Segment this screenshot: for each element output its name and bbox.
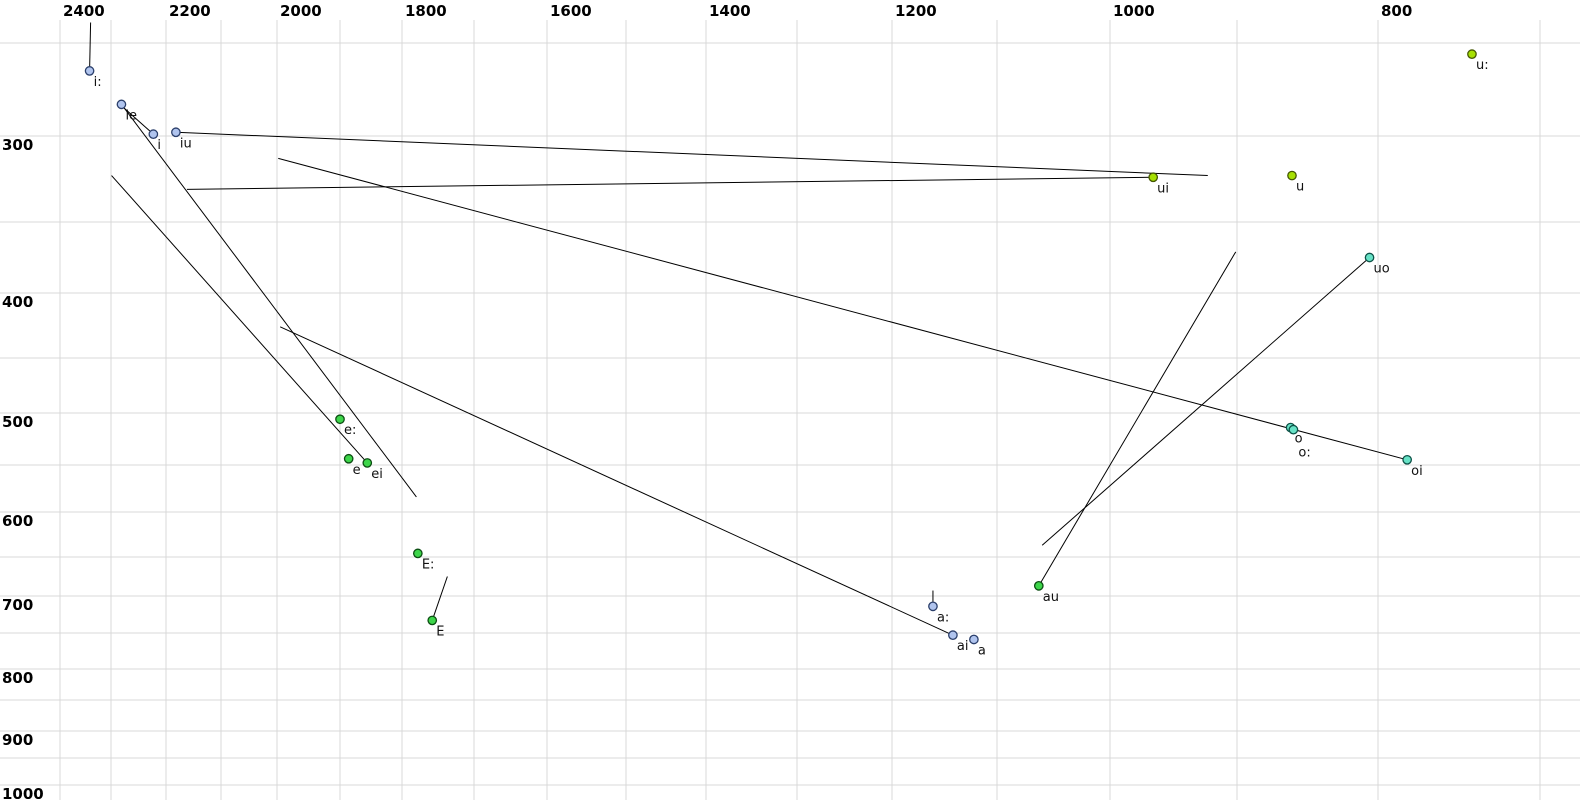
vowel-label-ui: ui (1157, 181, 1169, 196)
y-tick-label-1000: 1000 (2, 785, 44, 800)
trajectory-ai (279, 326, 954, 636)
vowel-point-ei (362, 458, 373, 468)
vowel-point-oi (1402, 454, 1413, 465)
vowel-point-ie (116, 99, 127, 110)
x-tick-label-1600: 1600 (550, 2, 592, 20)
x-tick-label-2400: 2400 (63, 2, 105, 20)
vowel-point-u (1287, 170, 1297, 181)
vowel-point-u: (1467, 49, 1477, 60)
y-tick-label-500: 500 (2, 413, 33, 431)
y-tick-label-400: 400 (2, 293, 33, 311)
vowel-point-a (969, 634, 979, 645)
vowel-point-e (343, 453, 354, 464)
vowel-point-ai (948, 630, 958, 641)
vowel-point-au (1033, 581, 1044, 591)
vowel-label-ai: ai (957, 639, 969, 654)
vowel-point-E: (412, 548, 423, 559)
vowel-label-oi: oi (1411, 464, 1423, 479)
vowel-label-u:: u: (1476, 58, 1489, 73)
vowel-point-e: (335, 414, 345, 425)
vowel-label-o:: o: (1298, 446, 1310, 461)
trajectory-ie (121, 104, 417, 498)
vowel-label-ie: ie (125, 108, 137, 123)
vowel-point-i (148, 129, 159, 139)
trajectory-i (121, 105, 154, 135)
vowel-label-a:: a: (937, 610, 949, 625)
y-tick-label-800: 800 (2, 669, 33, 687)
vowel-point-o: (1288, 424, 1299, 435)
vowel-label-i:: i: (94, 75, 102, 90)
x-tick-label-1400: 1400 (709, 2, 751, 20)
vowel-point-a: (928, 601, 938, 612)
vowel-label-uo: uo (1374, 262, 1390, 277)
y-tick-label-700: 700 (2, 596, 33, 614)
x-tick-label-1000: 1000 (1113, 2, 1155, 20)
vowel-label-iu: iu (180, 136, 192, 151)
x-tick-label-1800: 1800 (405, 2, 447, 20)
vowel-point-ui (1148, 172, 1159, 183)
trajectory-ei (111, 175, 368, 464)
vowel-label-E:: E: (422, 557, 435, 572)
trajectory-uo (1041, 257, 1370, 546)
vowel-point-i: (84, 66, 95, 76)
vowel-label-au: au (1043, 590, 1059, 605)
x-tick-label-2000: 2000 (280, 2, 322, 20)
y-tick-label-600: 600 (2, 512, 33, 530)
x-tick-label-800: 800 (1381, 2, 1412, 20)
vowel-label-ei: ei (371, 467, 383, 482)
vowel-label-e:: e: (344, 423, 356, 438)
x-tick-label-1200: 1200 (895, 2, 937, 20)
trajectory-ui (186, 176, 1154, 190)
vowel-label-E: E (436, 624, 444, 639)
vowel-point-uo (1364, 252, 1375, 263)
vowel-point-E (427, 615, 438, 626)
vowel-label-a: a (978, 643, 986, 658)
y-tick-label-300: 300 (2, 136, 33, 154)
trajectory-oi (278, 157, 1408, 461)
vowel-point-iu (171, 127, 181, 138)
trajectory-E (431, 576, 448, 621)
vowel-label-e: e (353, 463, 361, 478)
trajectory-iu (175, 131, 1208, 177)
vowel-label-u: u (1296, 180, 1304, 195)
trajectory-au (1038, 251, 1237, 587)
y-tick-label-900: 900 (2, 731, 33, 749)
vowel-label-o: o (1295, 432, 1303, 447)
x-tick-label-2200: 2200 (169, 2, 211, 20)
vowel-label-i: i (157, 138, 161, 153)
trajectory-i: (89, 22, 92, 71)
